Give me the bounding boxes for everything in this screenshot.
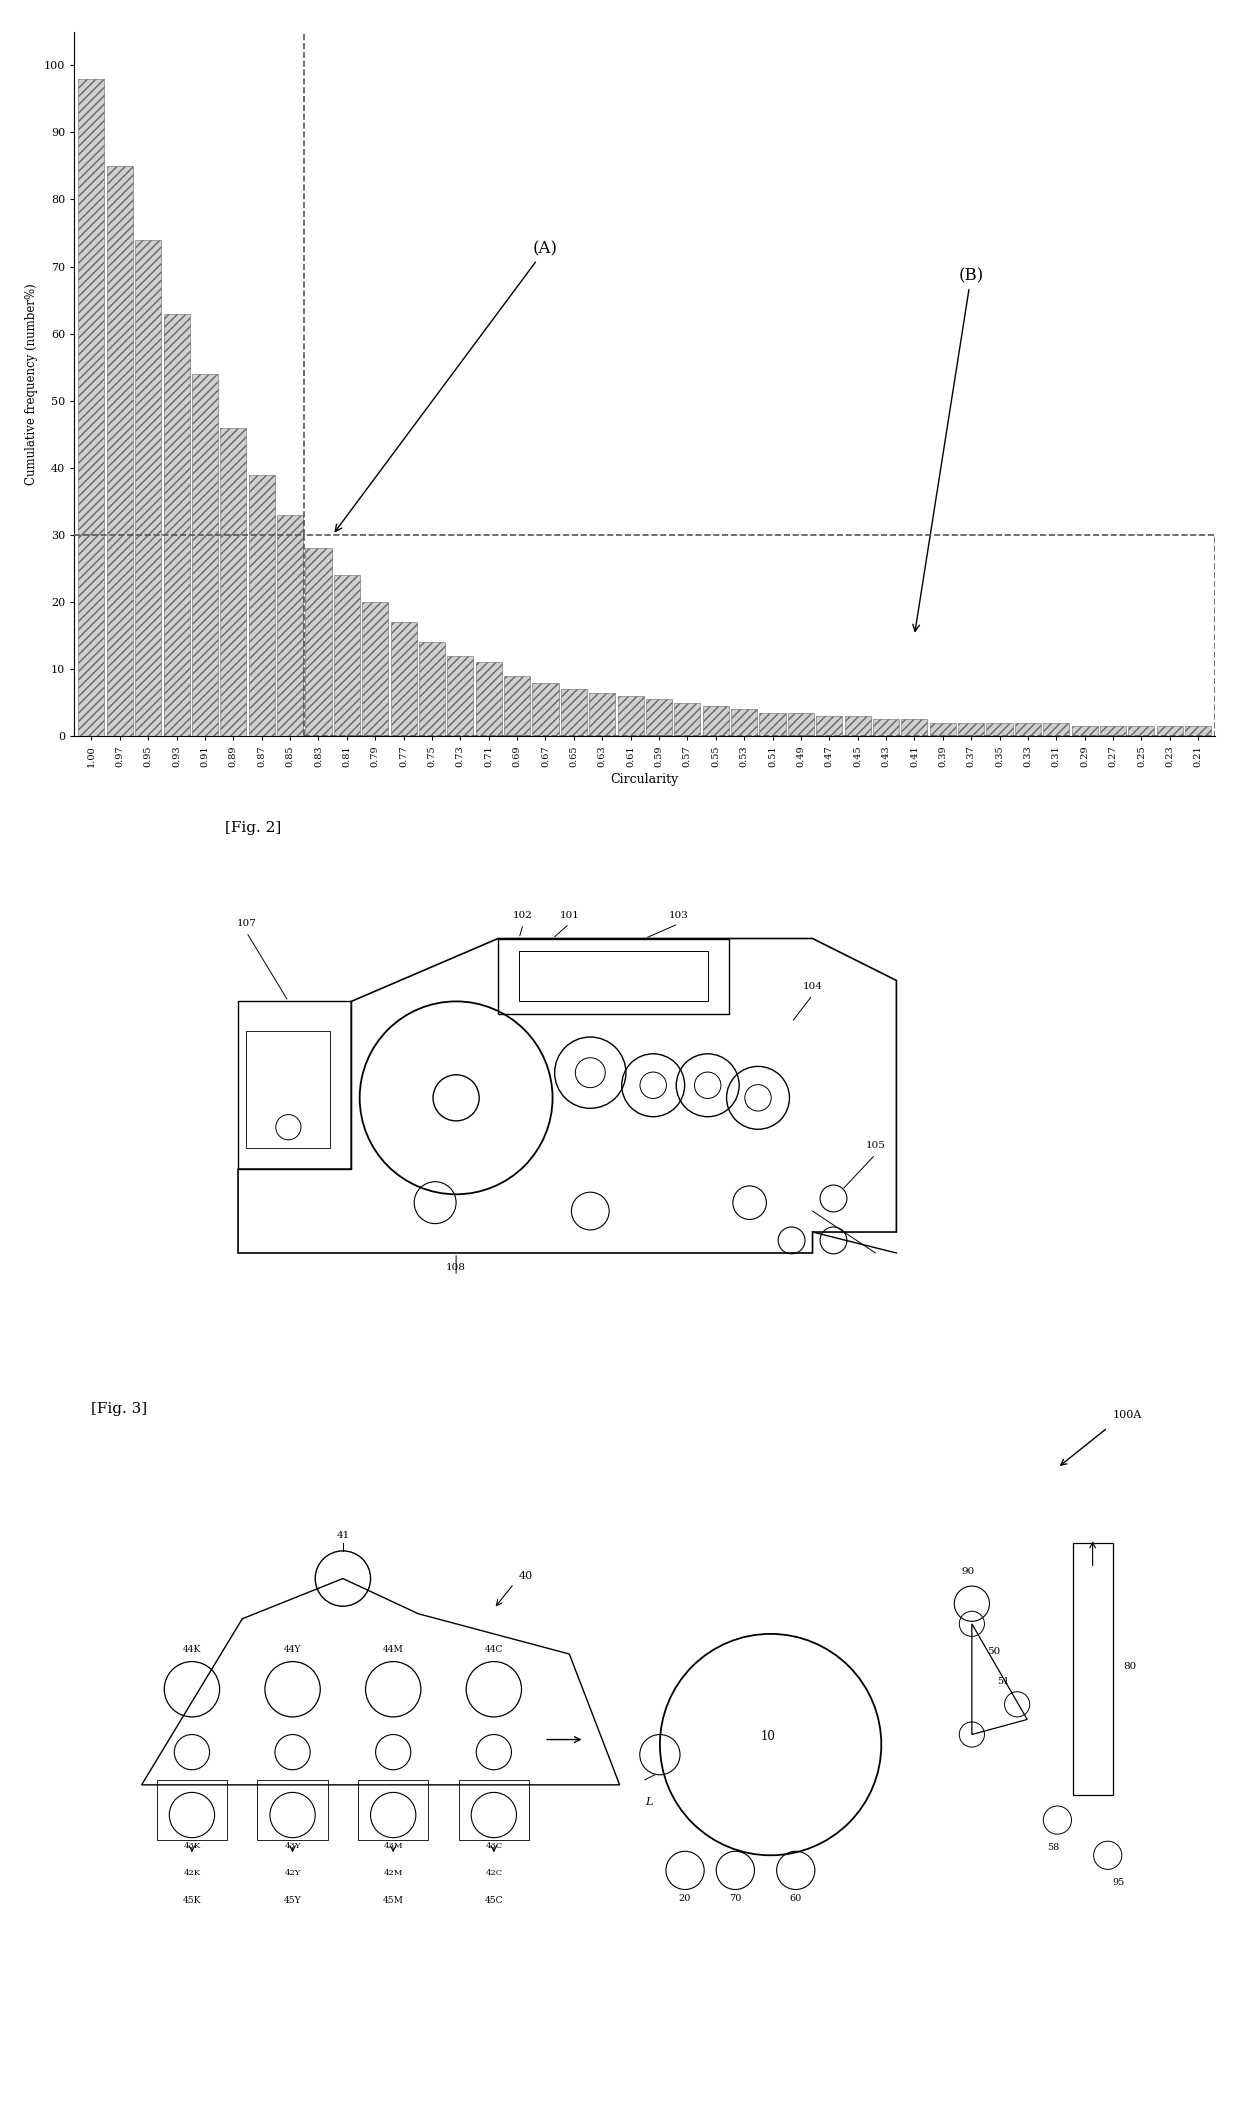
X-axis label: Circularity: Circularity — [610, 773, 680, 786]
Text: 101: 101 — [559, 911, 579, 919]
Bar — [277, 515, 303, 737]
Text: 40: 40 — [520, 1572, 533, 1580]
Bar — [249, 474, 275, 737]
Text: 42C: 42C — [485, 1870, 502, 1877]
Text: 42K: 42K — [184, 1870, 201, 1877]
Bar — [135, 239, 161, 737]
Text: 108: 108 — [446, 1262, 466, 1271]
Text: 44C: 44C — [485, 1644, 503, 1654]
Text: 90: 90 — [962, 1567, 975, 1576]
Text: 51: 51 — [997, 1677, 1009, 1686]
Bar — [304, 536, 1215, 737]
Bar — [503, 676, 531, 737]
Bar — [901, 720, 928, 737]
Bar — [362, 602, 388, 737]
Text: 41: 41 — [336, 1531, 350, 1540]
Bar — [334, 576, 360, 737]
Bar — [560, 688, 587, 737]
Bar — [1185, 726, 1211, 737]
Bar — [258, 1779, 327, 1841]
Bar — [732, 710, 758, 737]
Bar — [1100, 726, 1126, 737]
Text: 103: 103 — [668, 911, 688, 919]
Bar — [532, 682, 558, 737]
Bar — [959, 722, 985, 737]
Bar — [589, 693, 615, 737]
Bar — [1014, 722, 1040, 737]
Bar — [618, 697, 644, 737]
Bar — [787, 714, 813, 737]
Text: 107: 107 — [237, 919, 257, 928]
Text: [Fig. 2]: [Fig. 2] — [226, 822, 281, 834]
Bar — [107, 165, 133, 737]
Bar — [221, 428, 247, 737]
Text: 44Y: 44Y — [284, 1644, 301, 1654]
Text: (A): (A) — [335, 239, 558, 532]
Text: 42Y: 42Y — [284, 1870, 301, 1877]
Text: 45K: 45K — [182, 1896, 201, 1904]
Text: 43Y: 43Y — [284, 1843, 301, 1849]
Text: 60: 60 — [790, 1893, 802, 1902]
Bar — [459, 1779, 529, 1841]
Text: 58: 58 — [1048, 1843, 1060, 1853]
Text: 42M: 42M — [383, 1870, 403, 1877]
Text: 43C: 43C — [485, 1843, 502, 1849]
Bar — [930, 722, 956, 737]
Text: 10: 10 — [760, 1730, 775, 1743]
Bar — [164, 313, 190, 737]
Bar — [1157, 726, 1183, 737]
Text: 43M: 43M — [383, 1843, 403, 1849]
Bar — [1043, 722, 1069, 737]
Y-axis label: Cumulative frequency (number%): Cumulative frequency (number%) — [26, 284, 38, 485]
Bar — [675, 703, 701, 737]
Text: 105: 105 — [866, 1142, 885, 1150]
Bar — [78, 78, 104, 737]
Text: 70: 70 — [729, 1893, 742, 1902]
Bar — [759, 714, 786, 737]
Bar — [844, 716, 870, 737]
Bar — [1128, 726, 1154, 737]
Bar — [873, 720, 899, 737]
Bar — [1071, 726, 1097, 737]
Bar — [646, 699, 672, 737]
Text: 100A: 100A — [1112, 1408, 1142, 1419]
Text: 95: 95 — [1112, 1879, 1125, 1887]
Bar — [987, 722, 1013, 737]
Bar — [305, 549, 331, 737]
Text: 45M: 45M — [383, 1896, 404, 1904]
Bar — [192, 375, 218, 737]
Bar — [816, 716, 842, 737]
Text: 44K: 44K — [182, 1644, 201, 1654]
Text: 45Y: 45Y — [284, 1896, 301, 1904]
Bar — [448, 657, 474, 737]
Bar — [358, 1779, 429, 1841]
Text: [Fig. 3]: [Fig. 3] — [92, 1402, 148, 1417]
Text: 50: 50 — [987, 1648, 1001, 1656]
Text: (B): (B) — [913, 267, 983, 631]
Text: 44M: 44M — [383, 1644, 403, 1654]
Bar — [419, 642, 445, 737]
Bar — [1073, 1544, 1112, 1794]
Bar — [703, 705, 729, 737]
Text: 43K: 43K — [184, 1843, 201, 1849]
Text: L: L — [645, 1796, 652, 1807]
Text: 102: 102 — [513, 911, 533, 919]
Text: 104: 104 — [802, 983, 822, 991]
Bar — [156, 1779, 227, 1841]
Bar — [391, 623, 417, 737]
Bar — [476, 663, 502, 737]
Text: 20: 20 — [678, 1893, 691, 1902]
Text: 45C: 45C — [485, 1896, 503, 1904]
Text: 80: 80 — [1123, 1663, 1136, 1671]
